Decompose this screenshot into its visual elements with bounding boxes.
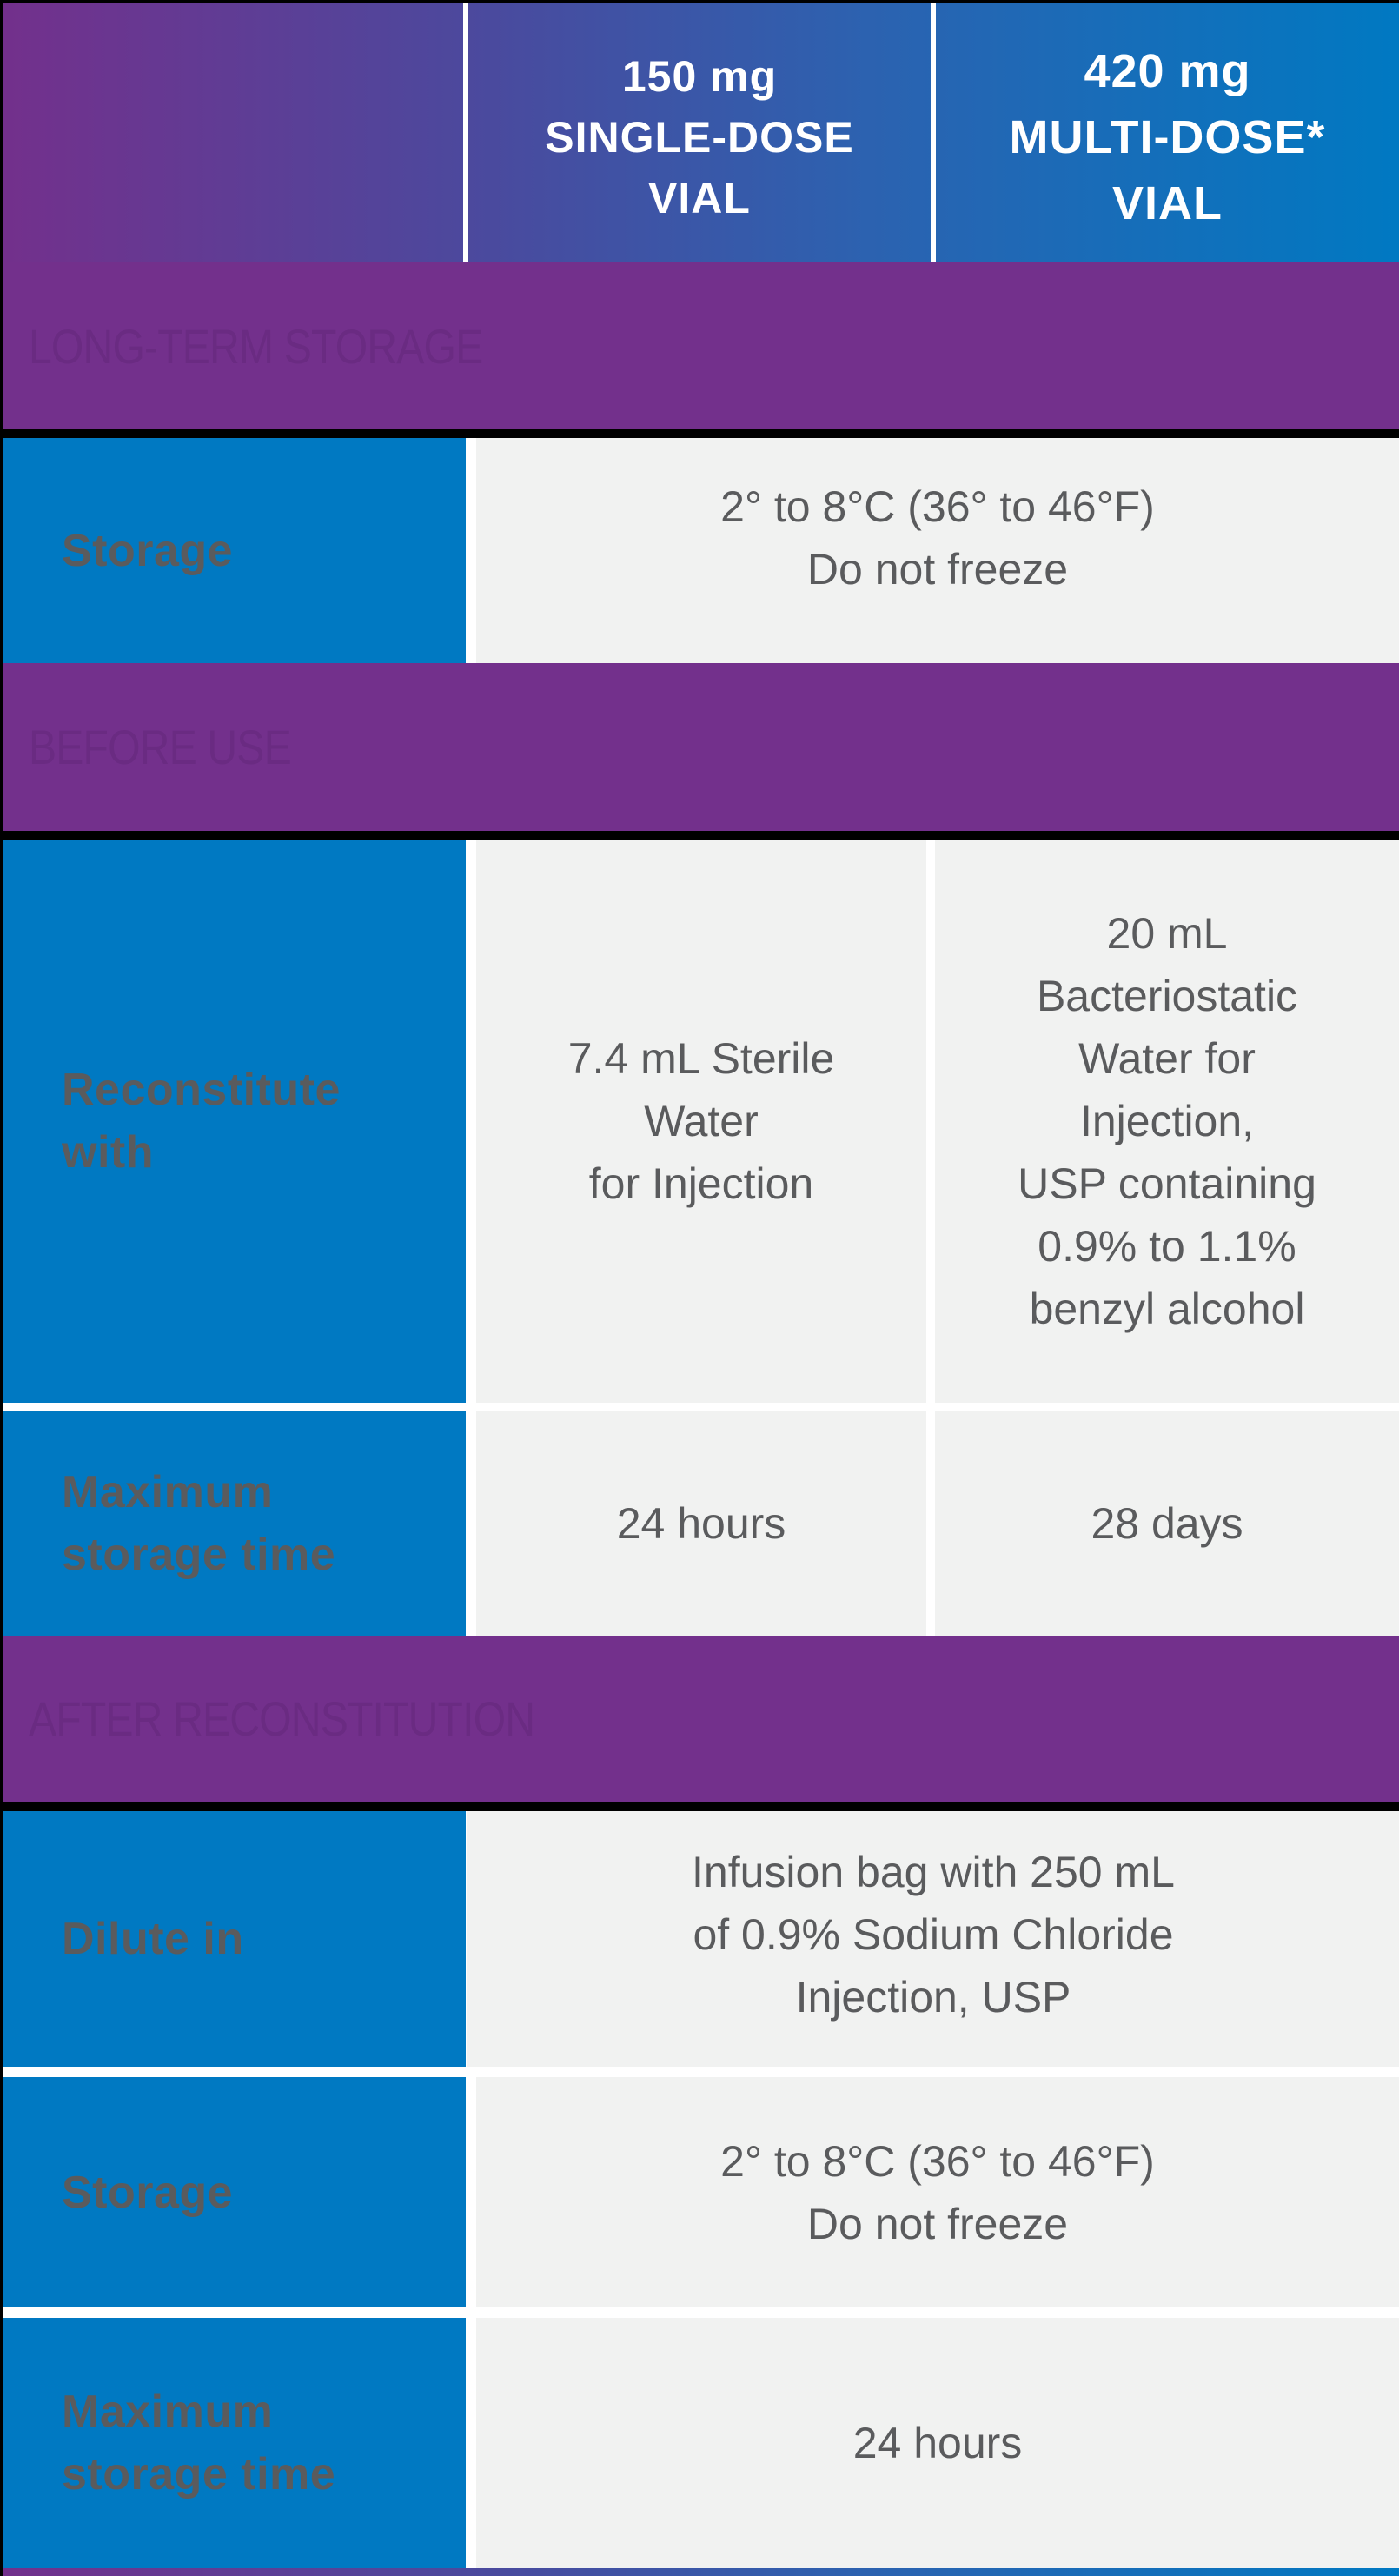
value-text: 28 days — [1091, 1499, 1243, 1548]
value-line: 2° to 8°C (36° to 46°F) — [720, 481, 1155, 531]
header-line: MULTI-DOSE* — [1009, 110, 1326, 163]
row-value-dilute-in: Infusion bag with 250 mL of 0.9% Sodium … — [467, 1811, 1399, 2067]
row-label-storage: Storage — [3, 438, 466, 663]
section-divider — [0, 831, 1399, 840]
header-line: VIAL — [1111, 176, 1223, 229]
header-divider — [931, 3, 936, 262]
bottom-gradient-strip — [3, 2568, 1399, 2576]
row-label-storage: Storage — [3, 2077, 466, 2307]
section-title: AFTER RECONSTITUTION — [29, 1691, 535, 1746]
row-label-reconstitute-with: Reconstitute with — [3, 840, 466, 1403]
section-header-before-use: BEFORE USE — [3, 663, 1399, 831]
row-label-text: Storage — [62, 525, 234, 576]
column-header-single-dose-vial: 150 mg SINGLE-DOSE VIAL — [468, 3, 931, 262]
header-divider — [463, 3, 468, 262]
row-value-storage-after-reconstitution: 2° to 8°C (36° to 46°F) Do not freeze — [476, 2077, 1399, 2307]
row-value-storage: 2° to 8°C (36° to 46°F) Do not freeze — [476, 438, 1399, 663]
value-line: USP containing — [1018, 1159, 1316, 1208]
value-line: of 0.9% Sodium Chloride — [693, 1910, 1174, 1959]
header-line: 150 mg — [621, 51, 778, 101]
value-line: 20 mL — [1106, 909, 1228, 958]
row-label-text: Maximum storage time — [62, 1467, 336, 1580]
row-label-text: Storage — [62, 2167, 234, 2218]
section-divider — [0, 1802, 1399, 1811]
row-value-reconstitute-single-dose: 7.4 mL Sterile Water for Injection — [476, 840, 926, 1403]
value-line: 7.4 mL Sterile — [567, 1034, 835, 1083]
section-divider — [0, 429, 1399, 438]
value-text: 24 hours — [852, 2419, 1023, 2467]
header-line: VIAL — [648, 173, 751, 222]
value-line: 2° to 8°C (36° to 46°F) — [720, 2136, 1155, 2186]
table-header — [3, 3, 1399, 262]
header-line: SINGLE-DOSE — [545, 112, 854, 162]
row-value-max-storage-single-dose: 24 hours — [476, 1411, 926, 1636]
row-value-reconstitute-multi-dose: 20 mL Bacteriostatic Water for Injection… — [935, 840, 1399, 1403]
row-value-max-storage-multi-dose: 28 days — [935, 1411, 1399, 1636]
row-label-text: Dilute in — [62, 1914, 244, 1964]
section-header-long-term-storage: LONG-TERM STORAGE — [3, 262, 1399, 429]
header-line: 420 mg — [1084, 44, 1251, 97]
row-label-maximum-storage-time: Maximum storage time — [3, 1411, 466, 1636]
value-line: benzyl alcohol — [1029, 1285, 1305, 1333]
value-line: Injection, — [1079, 1097, 1255, 1145]
section-header-after-reconstitution: AFTER RECONSTITUTION — [3, 1636, 1399, 1802]
row-label-maximum-storage-time: Maximum storage time — [3, 2318, 466, 2568]
section-title: BEFORE USE — [29, 720, 292, 774]
value-line: for Injection — [588, 1159, 814, 1208]
section-title: LONG-TERM STORAGE — [29, 318, 483, 374]
value-line: Water for — [1078, 1034, 1256, 1083]
value-line: Infusion bag with 250 mL — [692, 1848, 1175, 1896]
value-line: Do not freeze — [806, 2199, 1069, 2248]
value-text: 24 hours — [616, 1499, 786, 1548]
value-line: Do not freeze — [806, 544, 1069, 594]
value-line: Injection, USP — [795, 1973, 1071, 2022]
row-value-max-storage-after-reconstitution: 24 hours — [476, 2318, 1399, 2568]
value-line: Bacteriostatic — [1036, 972, 1298, 1020]
value-line: Water — [644, 1097, 759, 1145]
row-label-text: Maximum storage time — [62, 2387, 336, 2500]
row-label-dilute-in: Dilute in — [3, 1811, 466, 2067]
column-header-multi-dose-vial: 420 mg MULTI-DOSE* VIAL — [936, 3, 1399, 262]
row-label-text: Reconstitute with — [62, 1065, 341, 1178]
value-line: 0.9% to 1.1% — [1038, 1222, 1296, 1271]
